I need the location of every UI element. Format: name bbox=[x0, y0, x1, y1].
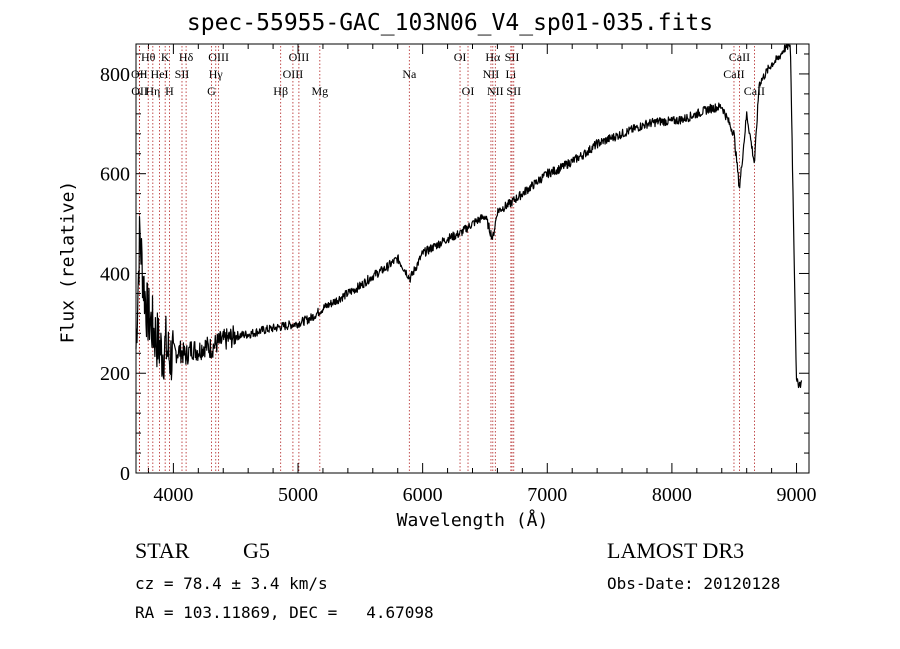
spectral-line-label: K bbox=[161, 50, 170, 64]
spectral-line-label: Hγ bbox=[209, 67, 224, 81]
object-class: STAR bbox=[135, 538, 190, 563]
y-tick-label: 600 bbox=[100, 164, 130, 186]
spectral-line-label: OI bbox=[462, 84, 475, 98]
plot-frame bbox=[135, 43, 810, 474]
redshift-text: cz = 78.4 ± 3.4 km/s bbox=[135, 574, 328, 593]
spectral-line-label: Mg bbox=[311, 84, 328, 98]
x-tick-label: 7000 bbox=[527, 484, 567, 506]
spectral-line-label: Hθ bbox=[141, 50, 156, 64]
spectral-line-label: CaII bbox=[729, 50, 750, 64]
y-tick-label: 0 bbox=[120, 463, 130, 485]
x-tick-label: 9000 bbox=[777, 484, 817, 506]
spectral-line-label: Li bbox=[506, 67, 517, 81]
spectral-line-label: SII bbox=[506, 84, 521, 98]
obs-date-text: Obs-Date: 20120128 bbox=[607, 574, 781, 593]
x-tick-label: 8000 bbox=[652, 484, 692, 506]
spectral-line-label: Hα bbox=[485, 50, 501, 64]
spectral-line-label: OIII bbox=[289, 50, 310, 64]
spectrum-line bbox=[135, 44, 803, 389]
y-tick-label: 800 bbox=[100, 64, 130, 86]
spectral-line-label: G bbox=[207, 84, 216, 98]
spectral-line-label: SII bbox=[175, 67, 190, 81]
y-tick-label: 400 bbox=[100, 263, 130, 285]
spectral-line-label: HeI bbox=[151, 67, 169, 81]
spectral-line-label: OII bbox=[131, 84, 148, 98]
coordinates-text: RA = 103.11869, DEC = 4.67098 bbox=[135, 603, 434, 622]
x-tick-label: 4000 bbox=[153, 484, 193, 506]
spectral-line-label: CaII bbox=[723, 67, 744, 81]
spectral-line-label: NII bbox=[487, 84, 504, 98]
survey-name: LAMOST DR3 bbox=[607, 538, 745, 563]
spectral-line-label: Na bbox=[402, 67, 417, 81]
spectral-line-label: OI bbox=[454, 50, 467, 64]
chart-title: spec-55955-GAC_103N06_V4_sp01-035.fits bbox=[186, 10, 714, 36]
object-subclass: G5 bbox=[243, 538, 270, 563]
y-axis-label: Flux (relative) bbox=[57, 180, 79, 344]
spectral-line-label: OIII bbox=[283, 67, 304, 81]
spectral-line-label: CaII bbox=[744, 84, 765, 98]
spectral-line-label: SII bbox=[505, 50, 520, 64]
spectral-line-label: Hδ bbox=[179, 50, 194, 64]
spectral-line-label: H bbox=[165, 84, 174, 98]
x-tick-label: 6000 bbox=[403, 484, 443, 506]
spectral-line-label: Hη bbox=[145, 84, 160, 98]
x-tick-label: 5000 bbox=[278, 484, 318, 506]
spectral-line-label: OIII bbox=[208, 50, 229, 64]
spectral-line-label: NII bbox=[483, 67, 500, 81]
spectral-line-label: Hβ bbox=[273, 84, 288, 98]
x-axis-label: Wavelength (Å) bbox=[396, 510, 549, 531]
y-tick-label: 200 bbox=[100, 363, 130, 385]
